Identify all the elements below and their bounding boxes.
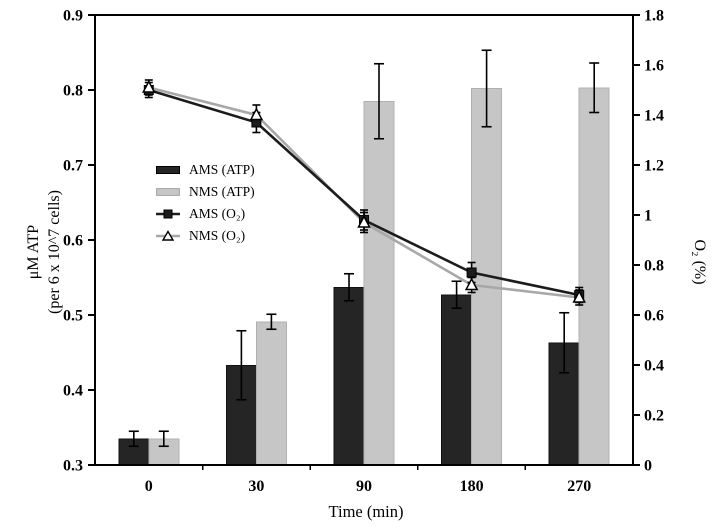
legend-item-nms-o2: NMS (O₂): [156, 228, 255, 244]
right-tick-label: 0: [644, 458, 652, 475]
nms-o2-marker-triangle: [464, 277, 479, 291]
ams-atp-swatch-icon: [156, 166, 180, 174]
ams-o2-swatch-icon: [156, 208, 180, 220]
legend-item-ams-o2: AMS (O₂): [156, 206, 255, 222]
legend-item-nms-atp: NMS (ATP): [156, 184, 255, 200]
right-tick-label: 1.4: [644, 108, 664, 125]
nms-atp-bar: [148, 438, 180, 466]
legend-label-nms-o2: NMS (O₂): [189, 228, 246, 243]
right-tick-label: 1.2: [644, 158, 664, 175]
nms-o2-swatch-icon: [156, 230, 180, 242]
right-axis-title: O₂ (%): [691, 239, 708, 285]
legend: AMS (ATP) NMS (ATP) AMS (O₂) NMS (O₂): [156, 162, 255, 244]
right-tick-label: 0.2: [644, 408, 664, 425]
legend-label-ams-o2: AMS (O₂): [189, 206, 246, 221]
nms-atp-bar: [363, 100, 395, 466]
left-tick-label: 0.9: [63, 8, 83, 25]
nms-atp-swatch-icon: [156, 188, 180, 196]
x-tick-label: 90: [356, 478, 372, 495]
nms-o2-marker-triangle: [249, 107, 264, 121]
ams-atp-bar: [441, 294, 473, 466]
left-axis-title-line1: μM ATP: [25, 224, 42, 280]
left-tick-label: 0.8: [63, 83, 83, 100]
x-tick-label: 0: [145, 478, 153, 495]
nms-o2-marker-triangle: [572, 289, 586, 303]
x-axis-title: Time (min): [328, 502, 404, 521]
nms-o2-marker-triangle: [357, 214, 371, 228]
left-tick-label: 0.7: [63, 158, 83, 175]
ams-atp-bar: [333, 286, 365, 466]
nms-atp-bar: [255, 321, 287, 466]
x-tick-label: 180: [460, 478, 484, 495]
left-tick-label: 0.6: [63, 233, 83, 250]
left-axis-title-line2: (per 6 x 10^7 cells): [46, 190, 63, 314]
right-tick-label: 1.8: [644, 8, 664, 25]
legend-label-nms-atp: NMS (ATP): [189, 184, 255, 199]
legend-label-ams-atp: AMS (ATP): [189, 162, 255, 177]
nms-o2-marker-triangle: [142, 79, 156, 93]
x-tick-label: 270: [567, 478, 591, 495]
left-tick-label: 0.5: [63, 308, 83, 325]
right-tick-label: 0.6: [644, 308, 664, 325]
ams-o2-marker-square: [466, 267, 477, 278]
left-axis-title: μM ATP (per 6 x 10^7 cells): [23, 190, 65, 314]
x-tick-label: 30: [248, 478, 264, 495]
nms-atp-bar: [578, 87, 610, 466]
left-tick-label: 0.4: [63, 383, 83, 400]
right-tick-label: 0.4: [644, 358, 664, 375]
left-tick-label: 0.3: [63, 458, 83, 475]
legend-item-ams-atp: AMS (ATP): [156, 162, 255, 178]
right-tick-label: 1: [644, 208, 652, 225]
right-tick-label: 0.8: [644, 258, 664, 275]
right-tick-label: 1.6: [644, 58, 664, 75]
